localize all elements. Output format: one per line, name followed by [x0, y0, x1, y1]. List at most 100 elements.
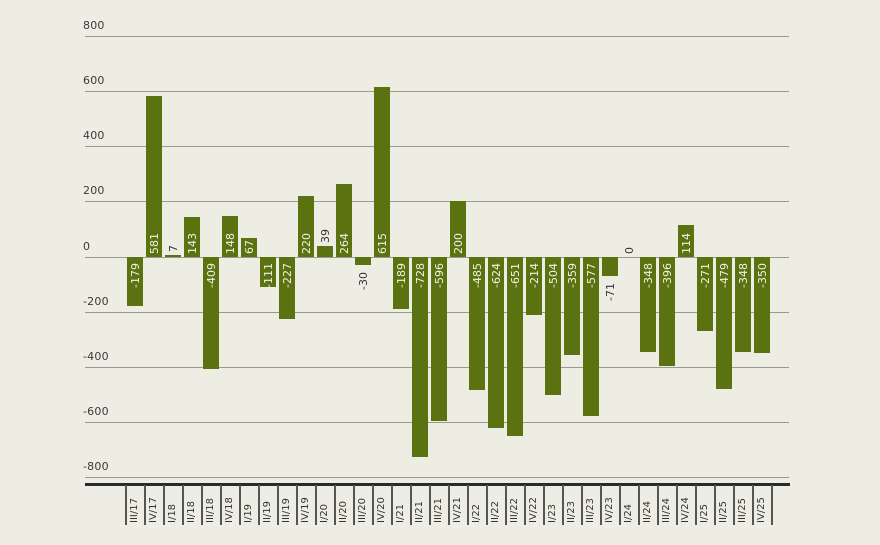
y-tick-label: -800	[83, 460, 109, 473]
category-divider	[657, 485, 659, 525]
gridline	[85, 91, 789, 92]
bar	[184, 217, 200, 257]
x-tick-label: II/22	[490, 501, 501, 523]
bar-value-label: 114	[680, 232, 693, 254]
x-tick-label: I/22	[471, 503, 482, 523]
x-tick-label: III/23	[585, 498, 596, 523]
bar	[716, 257, 732, 389]
bar-value-label: -348	[642, 262, 655, 288]
bar	[735, 257, 751, 352]
x-tick-label: I/20	[319, 503, 330, 523]
category-divider	[505, 485, 507, 525]
bar-value-label: -271	[699, 262, 712, 288]
x-tick-label: II/23	[566, 501, 577, 523]
bar	[298, 196, 314, 257]
bar	[602, 257, 618, 276]
bar-value-label: 7	[167, 245, 180, 252]
bar-value-label: -30	[357, 271, 370, 290]
bar	[583, 257, 599, 416]
bar-value-label: -485	[471, 262, 484, 288]
bar-value-label: -359	[566, 262, 579, 288]
bar-value-label: 0	[623, 247, 636, 254]
bar-value-label: -728	[414, 262, 427, 288]
category-divider	[714, 485, 716, 525]
y-tick-label: 400	[83, 129, 105, 142]
category-divider	[372, 485, 374, 525]
bar-value-label: -71	[604, 282, 617, 301]
x-tick-label: I/18	[167, 503, 178, 523]
x-tick-label: I/21	[395, 503, 406, 523]
bar-value-label: -227	[281, 262, 294, 288]
category-divider	[486, 485, 488, 525]
bar	[697, 257, 713, 331]
bar-value-label: 143	[186, 232, 199, 254]
category-divider	[448, 485, 450, 525]
y-tick-label: 600	[83, 74, 105, 87]
bar	[412, 257, 428, 457]
bar	[260, 257, 276, 287]
category-divider	[391, 485, 393, 525]
category-divider	[296, 485, 298, 525]
bar-value-label: -350	[756, 262, 769, 288]
gridline	[85, 201, 789, 202]
bar-value-label: 615	[376, 232, 389, 254]
category-divider	[543, 485, 545, 525]
gridline	[85, 477, 789, 478]
bar-value-label: -577	[585, 262, 598, 288]
category-divider	[239, 485, 241, 525]
bar	[165, 255, 181, 257]
bar	[222, 216, 238, 257]
category-divider	[771, 485, 773, 525]
bar	[336, 184, 352, 257]
bar	[393, 257, 409, 309]
category-divider	[277, 485, 279, 525]
bar	[488, 257, 504, 428]
bar	[203, 257, 219, 369]
x-tick-label: IV/20	[376, 497, 387, 523]
bar-value-label: -409	[205, 262, 218, 288]
gridline	[85, 36, 789, 37]
category-divider	[220, 485, 222, 525]
bar-value-label: -624	[490, 262, 503, 288]
x-tick-label: I/19	[243, 503, 254, 523]
category-divider	[562, 485, 564, 525]
x-tick-label: I/24	[623, 503, 634, 523]
bar	[754, 257, 770, 353]
x-tick-label: III/22	[509, 498, 520, 523]
x-tick-label: IV/25	[756, 497, 767, 523]
category-divider	[733, 485, 735, 525]
x-tick-label: II/19	[262, 501, 273, 523]
bar-value-label: 581	[148, 232, 161, 254]
y-tick-label: 200	[83, 184, 105, 197]
bar	[241, 238, 257, 257]
category-divider	[619, 485, 621, 525]
bar-value-label: -348	[737, 262, 750, 288]
x-tick-label: IV/18	[224, 497, 235, 523]
y-tick-label: -600	[83, 405, 109, 418]
bar	[431, 257, 447, 421]
x-tick-label: II/20	[338, 501, 349, 523]
category-divider	[638, 485, 640, 525]
bar-value-label: -214	[528, 262, 541, 288]
x-tick-label: IV/21	[452, 497, 463, 523]
category-divider	[334, 485, 336, 525]
x-tick-label: II/21	[414, 501, 425, 523]
bar	[469, 257, 485, 390]
category-divider	[429, 485, 431, 525]
gridline	[85, 422, 789, 423]
bar-value-label: 39	[319, 229, 332, 243]
category-divider	[315, 485, 317, 525]
category-divider	[600, 485, 602, 525]
x-tick-label: III/20	[357, 498, 368, 523]
gridline	[85, 146, 789, 147]
category-divider	[410, 485, 412, 525]
bar	[507, 257, 523, 436]
x-tick-label: I/23	[547, 503, 558, 523]
x-tick-label: III/17	[129, 498, 140, 523]
x-tick-label: IV/24	[680, 497, 691, 523]
bar	[450, 201, 466, 257]
x-tick-label: IV/22	[528, 497, 539, 523]
category-divider	[353, 485, 355, 525]
bar-value-label: -179	[129, 262, 142, 288]
category-divider	[163, 485, 165, 525]
